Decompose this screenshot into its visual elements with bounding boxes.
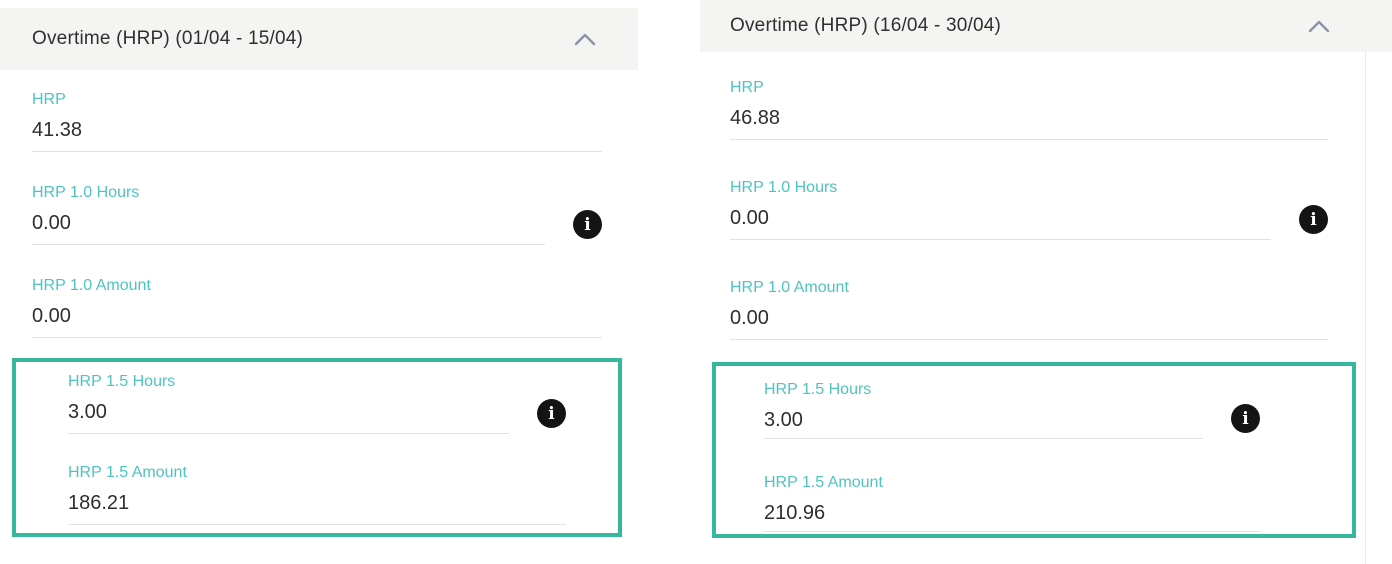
field-label-hrp-10-amount: HRP 1.0 Amount xyxy=(32,277,151,294)
panel-right-edge-divider xyxy=(1365,52,1366,564)
field-label-hrp: HRP xyxy=(32,91,66,108)
field-label-hrp-15-amount: HRP 1.5 Amount xyxy=(68,464,187,481)
info-icon[interactable]: i xyxy=(1231,404,1260,433)
hrp-10-amount-value: 0.00 xyxy=(730,307,769,329)
hrp-15-amount-input[interactable]: 210.96 xyxy=(764,493,1260,532)
hrp-15-amount-value: 210.96 xyxy=(764,502,826,524)
hrp-15-hours-value: 3.00 xyxy=(68,401,107,423)
panel-body: HRP 46.88 HRP 1.0 Hours 0.00 i HRP 1.0 A… xyxy=(700,52,1392,538)
hrp-10-amount-value: 0.00 xyxy=(32,305,71,327)
field-label-hrp-15-hours: HRP 1.5 Hours xyxy=(764,381,872,398)
hrp-value: 41.38 xyxy=(32,119,83,141)
info-icon[interactable]: i xyxy=(537,399,566,428)
field-label-hrp: HRP xyxy=(730,79,764,96)
field-label-hrp-10-amount: HRP 1.0 Amount xyxy=(730,279,849,296)
field-hrp-15-amount: HRP 1.5 Amount 210.96 xyxy=(764,439,1260,532)
field-hrp-15-hours: HRP 1.5 Hours 3.00 i xyxy=(764,366,1260,439)
panel-header-second-half[interactable]: Overtime (HRP) (16/04 - 30/04) xyxy=(700,0,1392,52)
panel-title: Overtime (HRP) (16/04 - 30/04) xyxy=(730,15,1002,36)
hrp-value: 46.88 xyxy=(730,107,781,129)
overtime-panel-second-half: Overtime (HRP) (16/04 - 30/04) HRP 46.88… xyxy=(700,0,1392,564)
field-label-hrp-10-hours: HRP 1.0 Hours xyxy=(730,179,838,196)
field-hrp: HRP 41.38 xyxy=(32,70,602,152)
info-icon[interactable]: i xyxy=(573,210,602,239)
field-label-hrp-15-hours: HRP 1.5 Hours xyxy=(68,373,176,390)
field-label-hrp-15-amount: HRP 1.5 Amount xyxy=(764,474,883,491)
panel-title: Overtime (HRP) (01/04 - 15/04) xyxy=(32,28,304,49)
field-hrp-10-hours: HRP 1.0 Hours 0.00 i xyxy=(32,152,602,245)
field-hrp-10-amount: HRP 1.0 Amount 0.00 xyxy=(32,245,602,338)
hrp-10-hours-value: 0.00 xyxy=(730,207,769,229)
hrp-10-hours-input[interactable]: 0.00 xyxy=(730,198,1271,240)
field-hrp-10-amount: HRP 1.0 Amount 0.00 xyxy=(730,240,1328,340)
highlight-box: HRP 1.5 Hours 3.00 i HRP 1.5 Amount 186.… xyxy=(12,358,622,537)
hrp-15-amount-input[interactable]: 186.21 xyxy=(68,483,566,525)
field-hrp-15-amount: HRP 1.5 Amount 186.21 xyxy=(68,434,566,525)
hrp-input[interactable]: 46.88 xyxy=(730,98,1328,140)
hrp-10-amount-input[interactable]: 0.00 xyxy=(730,298,1328,340)
field-hrp-15-hours: HRP 1.5 Hours 3.00 i xyxy=(68,362,566,434)
hrp-10-hours-value: 0.00 xyxy=(32,212,71,234)
hrp-15-hours-input[interactable]: 3.00 xyxy=(68,392,509,434)
chevron-up-icon[interactable] xyxy=(1308,20,1330,33)
field-hrp: HRP 46.88 xyxy=(730,52,1328,140)
hrp-10-amount-input[interactable]: 0.00 xyxy=(32,296,602,338)
field-hrp-10-hours: HRP 1.0 Hours 0.00 i xyxy=(730,140,1328,240)
hrp-input[interactable]: 41.38 xyxy=(32,110,602,152)
hrp-15-hours-value: 3.00 xyxy=(764,409,803,431)
hrp-10-hours-input[interactable]: 0.00 xyxy=(32,203,545,245)
overtime-panel-first-half: Overtime (HRP) (01/04 - 15/04) HRP 41.38… xyxy=(0,8,638,564)
chevron-up-icon[interactable] xyxy=(574,33,596,46)
field-label-hrp-10-hours: HRP 1.0 Hours xyxy=(32,184,140,201)
highlight-box: HRP 1.5 Hours 3.00 i HRP 1.5 Amount 210.… xyxy=(712,362,1356,538)
hrp-15-amount-value: 186.21 xyxy=(68,492,130,514)
panel-body: HRP 41.38 HRP 1.0 Hours 0.00 i HRP 1.0 A… xyxy=(0,70,638,537)
panel-header-first-half[interactable]: Overtime (HRP) (01/04 - 15/04) xyxy=(0,8,638,70)
hrp-15-hours-input[interactable]: 3.00 xyxy=(764,400,1203,439)
info-icon[interactable]: i xyxy=(1299,205,1328,234)
